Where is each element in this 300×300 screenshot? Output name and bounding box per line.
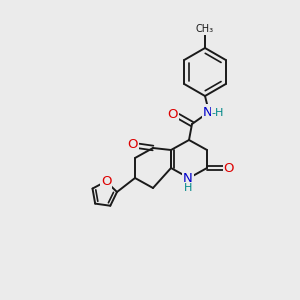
Text: N: N xyxy=(183,172,193,185)
Text: -H: -H xyxy=(212,108,224,118)
Text: H: H xyxy=(184,183,192,193)
Text: O: O xyxy=(128,139,138,152)
Text: O: O xyxy=(224,161,234,175)
Text: O: O xyxy=(101,175,111,188)
Text: N: N xyxy=(203,106,213,118)
Text: CH₃: CH₃ xyxy=(196,24,214,34)
Text: O: O xyxy=(168,109,178,122)
